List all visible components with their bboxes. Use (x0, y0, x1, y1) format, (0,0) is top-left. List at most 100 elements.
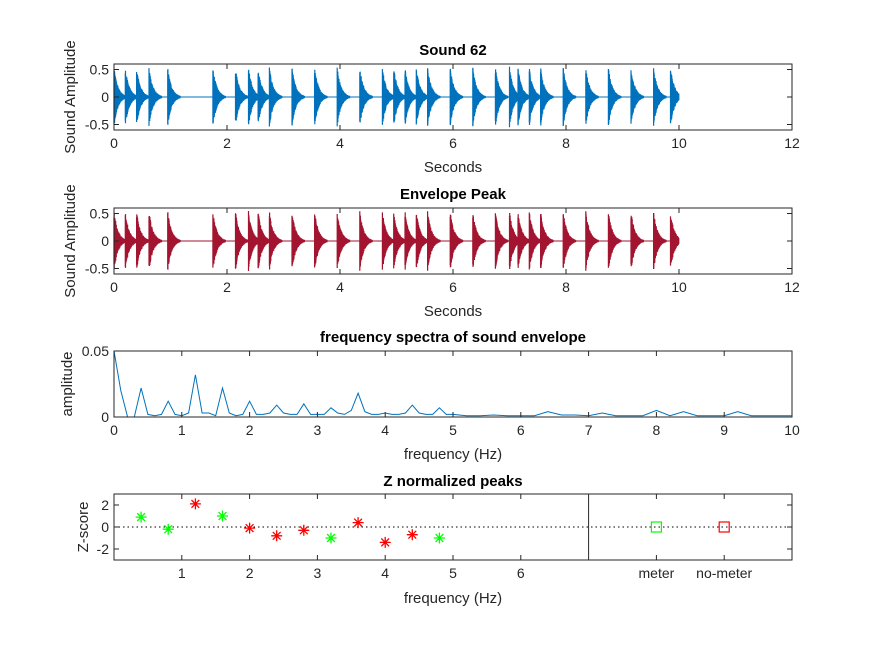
x-tick-label: 6 (449, 279, 457, 295)
x-tick-label: 4 (381, 565, 389, 581)
waveform-burst (148, 216, 163, 266)
panel3-ylabel: amplitude (59, 351, 76, 416)
waveform-burst (314, 69, 328, 125)
waveform-burst (381, 69, 396, 125)
x-tick-label: 10 (784, 422, 800, 438)
x-tick-label: 10 (671, 135, 687, 151)
panel1-ylabel: Sound Amplitude (62, 40, 79, 153)
x-tick-label: 12 (784, 279, 800, 295)
waveform-burst (449, 68, 464, 126)
panel3-axes-box (113, 350, 793, 418)
waveform-burst (653, 213, 667, 269)
panel4-xlabel: frequency (Hz) (404, 590, 502, 607)
waveform-burst (212, 214, 226, 268)
panel3-ticks: 0 1 2 3 4 5 6 7 8 9 10 0.05 0 (82, 343, 800, 438)
x-tick-label: 2 (223, 279, 231, 295)
waveform-burst (517, 214, 531, 268)
panel-sound-waveform: Sound 62 0 2 4 6 8 10 120.50-0.5 Seconds (85, 42, 800, 176)
panel2-title: Envelope Peak (400, 186, 507, 203)
waveform-burst (291, 68, 305, 126)
waveform-burst (427, 211, 441, 271)
y-tick-label: -2 (97, 541, 110, 557)
waveform-burst (268, 212, 283, 270)
panel-z-normalized-peaks: Z normalized peaks 1 2 3 4 5 6 meter no-meter 2 0… (75, 473, 793, 607)
panel4-ylabel: Z-score (75, 502, 92, 553)
waveform-burst (494, 213, 509, 269)
waveform-burst (540, 214, 554, 268)
y-tick-label: 0 (101, 233, 109, 249)
waveform-burst (585, 70, 599, 124)
waveform-burst (167, 69, 181, 125)
x-tick-label: 12 (784, 135, 800, 151)
waveform-burst (136, 72, 150, 122)
panel1-title: Sound 62 (419, 42, 487, 59)
meter-point (433, 532, 445, 544)
y-tick-label: 0 (101, 89, 109, 105)
waveform-burst (291, 215, 305, 267)
y-tick-label: 0 (101, 409, 109, 425)
waveform-burst (148, 68, 163, 126)
x-tick-label: 8 (653, 422, 661, 438)
waveform-burst (167, 212, 181, 270)
waveform-burst (449, 214, 464, 268)
meter-point (162, 523, 174, 535)
nonmeter-point (298, 524, 310, 536)
nonmeter-summary-marker (718, 521, 730, 533)
y-tick-label: 2 (101, 497, 109, 513)
panel2-xlabel: Seconds (424, 303, 482, 320)
waveform-burst (653, 68, 667, 126)
x-tick-label: 1 (178, 422, 186, 438)
waveform-burst (562, 68, 577, 126)
nonmeter-point (406, 529, 418, 541)
waveform-burst (630, 70, 644, 124)
x-tick-label: 8 (562, 135, 570, 151)
waveform-burst (607, 214, 622, 268)
x-tick-label: 0 (110, 279, 118, 295)
waveform-burst (630, 215, 644, 267)
panel2-waveform (113, 211, 680, 271)
waveform-burst (415, 214, 430, 268)
waveform-burst (540, 68, 554, 126)
panel4-title: Z normalized peaks (383, 473, 522, 490)
x-tick-label: 4 (336, 279, 344, 295)
waveform-burst (268, 67, 283, 127)
waveform-burst (234, 73, 249, 121)
category-tick-label: meter (639, 565, 675, 581)
waveform-burst (427, 68, 441, 126)
x-tick-label: 1 (178, 565, 186, 581)
waveform-burst (494, 69, 509, 125)
x-tick-label: 5 (449, 565, 457, 581)
waveform-burst (257, 72, 272, 122)
x-tick-label: 6 (517, 422, 525, 438)
x-tick-label: 9 (720, 422, 728, 438)
waveform-burst (404, 212, 418, 270)
waveform-burst (585, 211, 599, 271)
panel2-ticks: 0 2 4 6 8 10 120.50-0.5 (85, 206, 800, 296)
x-tick-label: 10 (671, 279, 687, 295)
waveform-burst (124, 70, 139, 124)
waveform-burst (336, 214, 351, 268)
waveform-burst (517, 68, 531, 126)
nonmeter-point (352, 517, 364, 529)
y-tick-label: 0.5 (90, 62, 110, 78)
x-tick-label: 2 (246, 565, 254, 581)
panel3-title: frequency spectra of sound envelope (320, 329, 586, 346)
x-tick-label: 6 (449, 135, 457, 151)
y-tick-label: -0.5 (85, 261, 109, 277)
panel-frequency-spectra: frequency spectra of sound envelope 0 1 2 3… (59, 329, 800, 463)
waveform-burst (393, 71, 407, 123)
x-tick-label: 0 (110, 422, 118, 438)
category-tick-label: no-meter (696, 565, 752, 581)
x-tick-label: 5 (449, 422, 457, 438)
panel3-spectrum (113, 350, 792, 418)
y-tick-label: -0.5 (85, 117, 109, 133)
waveform-burst (257, 213, 272, 269)
panel4-scatter (114, 494, 792, 560)
nonmeter-point (271, 530, 283, 542)
meter-point (135, 511, 147, 523)
x-tick-label: 0 (110, 135, 118, 151)
waveform-burst (415, 69, 430, 125)
waveform-burst (359, 211, 373, 271)
waveform-burst (393, 213, 407, 269)
